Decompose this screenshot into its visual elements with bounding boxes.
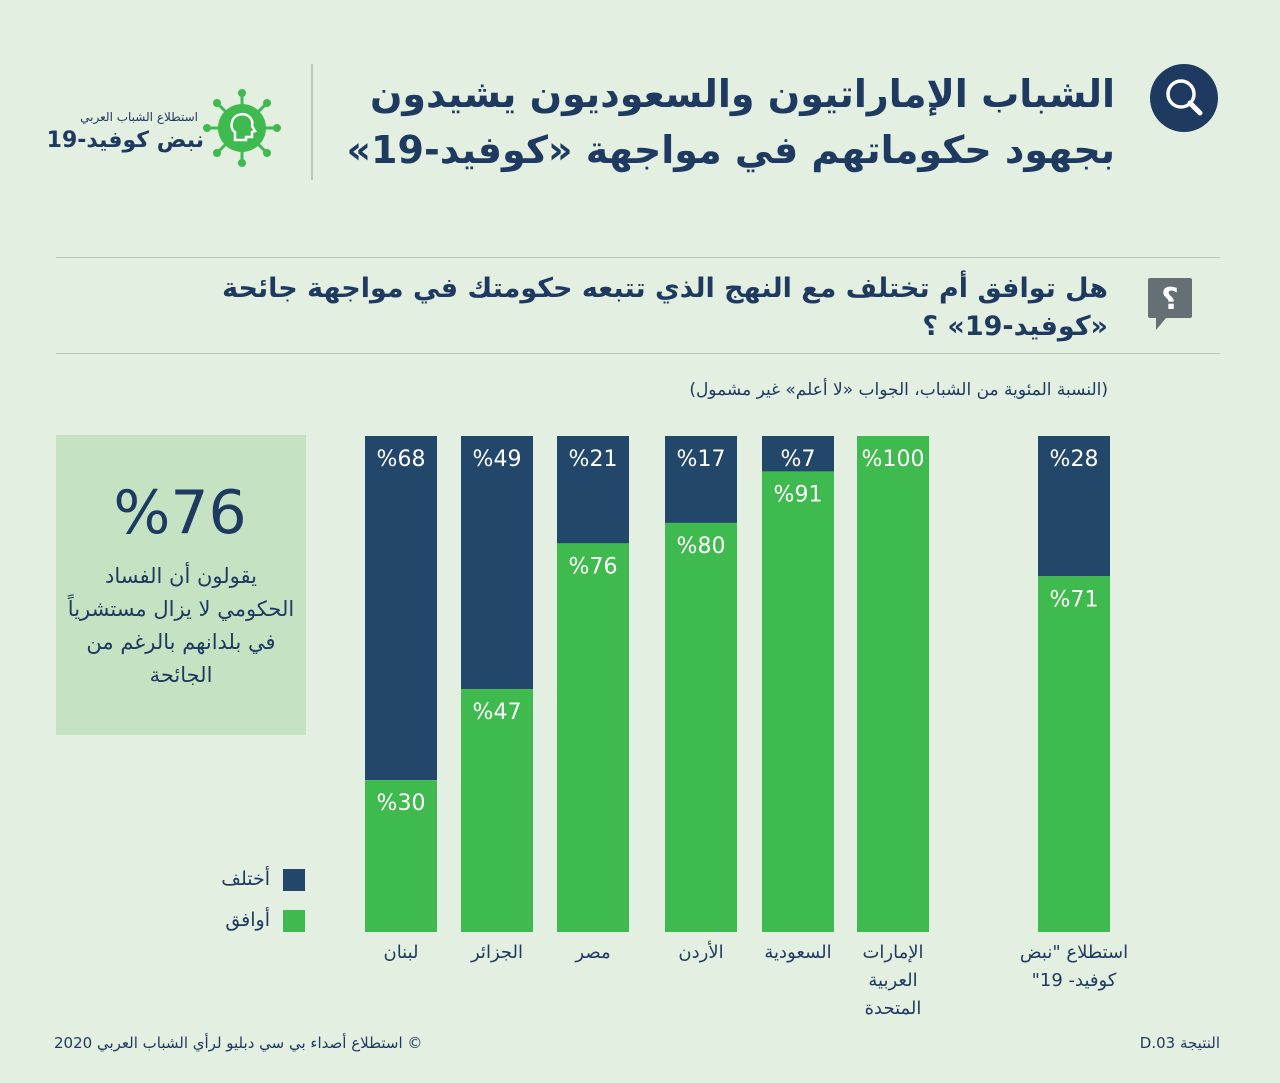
question-line-2: «كوفيد-19» ؟	[922, 311, 1108, 342]
label-disagree-0: %68	[377, 447, 426, 472]
category-label-2-0: مصر	[574, 942, 610, 963]
title-line-2: بجهود حكوماتهم في مواجهة «كوفيد-19»	[346, 128, 1115, 172]
bar-disagree-0	[365, 436, 437, 781]
magnifier-icon	[1150, 64, 1218, 132]
page-title: الشباب الإماراتيون والسعوديون يشيدون بجه…	[315, 66, 1115, 178]
callout-box	[56, 435, 306, 735]
title-divider	[311, 64, 313, 180]
category-label-6-1: كوفيد- 19"	[1032, 970, 1117, 991]
chart-note: (النسبة المئوية من الشباب، الجواب «لا أع…	[689, 380, 1108, 400]
bar-agree-6	[1038, 576, 1110, 932]
label-agree-0: %30	[377, 791, 426, 816]
category-label-0-0: لبنان	[383, 942, 418, 963]
bar-disagree-2	[557, 436, 629, 544]
category-label-1-0: الجزائر	[470, 942, 523, 963]
label-agree-1: %47	[473, 700, 522, 725]
label-disagree-6: %28	[1050, 447, 1099, 472]
bar-agree-2	[557, 543, 629, 932]
bar-agree-3	[665, 522, 737, 932]
category-label-6-0: استطلاع "نبض	[1020, 942, 1128, 963]
bar-disagree-4	[762, 436, 834, 472]
footer-result-id: النتيجة D.03	[1139, 1034, 1220, 1052]
label-agree-6: %71	[1050, 587, 1099, 612]
category-label-5-1: العربية	[868, 970, 917, 991]
title-line-1: الشباب الإماراتيون والسعوديون يشيدون	[369, 72, 1115, 116]
question-bubble-icon: ؟	[1146, 276, 1194, 334]
survey-question: هل توافق أم تختلف مع النهج الذي تتبعه حك…	[188, 270, 1108, 346]
bar-disagree-1	[461, 436, 533, 690]
bar-agree-4	[762, 471, 834, 932]
bar-agree-1	[461, 689, 533, 932]
category-label-5-0: الإمارات	[862, 942, 923, 963]
footer-copyright: © استطلاع أصداء بي سي دبليو لرأي الشباب …	[54, 1034, 423, 1052]
label-agree-2: %76	[569, 554, 618, 579]
label-disagree-3: %17	[677, 447, 726, 472]
label-agree-4: %91	[774, 482, 823, 507]
category-label-3-0: الأردن	[678, 941, 723, 963]
question-line-1: هل توافق أم تختلف مع النهج الذي تتبعه حك…	[222, 273, 1108, 304]
label-disagree-2: %21	[569, 447, 618, 472]
logo-title: نبض كوفيد-19	[46, 128, 204, 153]
separator-bottom	[56, 353, 1220, 354]
category-label-4-0: السعودية	[764, 942, 831, 963]
separator-top	[56, 257, 1220, 258]
label-disagree-1: %49	[473, 447, 522, 472]
category-label-5-2: المتحدة	[865, 998, 922, 1019]
label-disagree-4: %7	[781, 447, 816, 472]
bar-disagree-3	[665, 436, 737, 523]
legend-swatch-disagree	[283, 869, 305, 891]
bar-agree-5	[857, 436, 929, 932]
svg-text:؟: ؟	[1161, 282, 1178, 317]
legend-label-agree: أوافق	[225, 909, 270, 931]
label-agree-5: %100	[862, 447, 925, 472]
bar-agree-0	[365, 780, 437, 932]
bar-disagree-6	[1038, 436, 1110, 577]
label-agree-3: %80	[677, 534, 726, 559]
legend-swatch-agree	[283, 910, 305, 932]
callout-value: %76	[113, 478, 247, 548]
legend-label-disagree: أختلف	[221, 868, 270, 890]
logo-subtitle: استطلاع الشباب العربي	[80, 110, 198, 124]
callout-text: يقولون أن الفساد الحكومي لا يزال مستشريا…	[67, 564, 295, 687]
virus-logo-icon	[202, 88, 282, 168]
